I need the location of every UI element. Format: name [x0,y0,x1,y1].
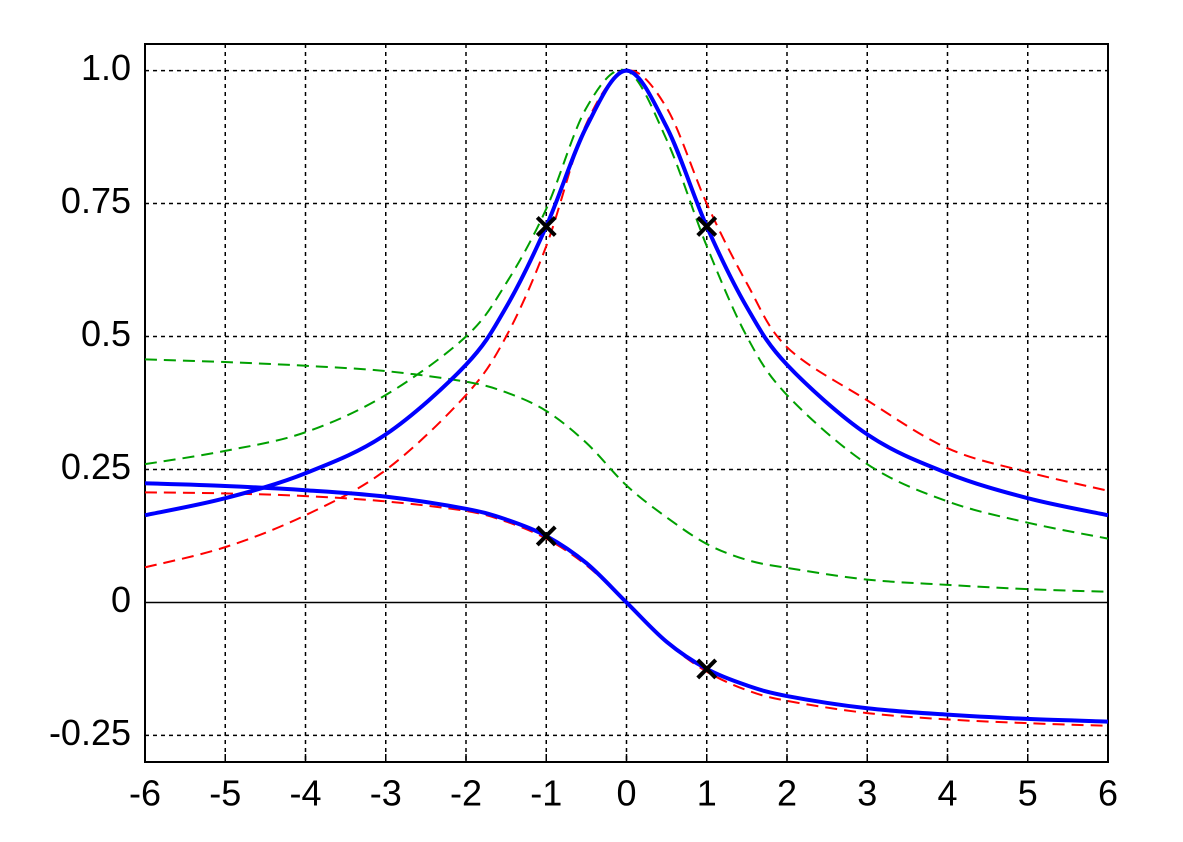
marker [535,216,557,237]
x-tick-label: -2 [450,773,482,814]
y-tick-label: 1.0 [81,47,131,88]
x-tick-label: -4 [289,773,321,814]
series-line [144,68,1109,518]
x-tick-label: -5 [209,773,241,814]
y-tick-label: 0.25 [61,446,131,487]
plot-frame [144,43,1109,763]
series-line [144,358,1109,593]
x-tick-label: 6 [1098,773,1118,814]
x-tick-label: -3 [370,773,402,814]
x-tick-label: 2 [777,773,797,814]
marker [696,658,718,680]
x-tick-label: 1 [697,773,717,814]
marker [696,216,718,237]
x-tick-label: 3 [857,773,877,814]
x-tick-label: 0 [616,773,636,814]
x-tick-label: 4 [937,773,957,814]
y-tick-label: 0 [111,579,131,620]
x-tick-label: -6 [129,773,161,814]
x-tick-label: 5 [1018,773,1038,814]
y-tick-label: 0.75 [61,180,131,221]
y-tick-label: -0.25 [49,712,131,753]
series-line [144,69,1109,569]
series-line [144,491,1109,727]
marker [535,525,557,547]
series-line [144,481,1109,724]
y-tick-label: 0.5 [81,313,131,354]
x-tick-label: -1 [530,773,562,814]
